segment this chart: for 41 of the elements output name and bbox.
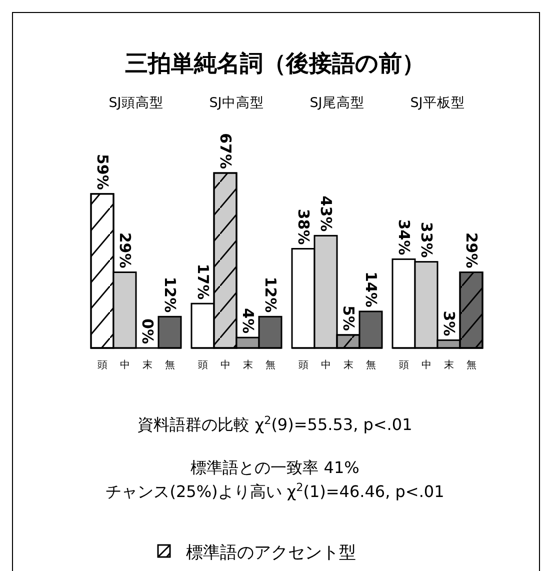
x-tick-label: 無 bbox=[164, 359, 175, 371]
x-tick-label: 末 bbox=[343, 359, 354, 371]
data-label: 29% bbox=[116, 232, 134, 268]
x-tick-label: 末 bbox=[242, 359, 253, 371]
x-tick-label: 末 bbox=[142, 359, 152, 371]
text: 標準語との一致率 41% bbox=[190, 458, 360, 477]
x-tick-label: 中 bbox=[120, 359, 130, 371]
data-label: 12% bbox=[261, 276, 280, 313]
chart-title: SJ中高型 bbox=[209, 95, 264, 111]
data-label: 67% bbox=[216, 133, 234, 169]
data-label: 17% bbox=[194, 264, 212, 300]
x-tick-label: 頭 bbox=[398, 360, 409, 371]
text: 三拍単純名詞（後接語の前） bbox=[125, 51, 425, 77]
data-label: 3% bbox=[440, 310, 458, 336]
x-tick-label: 中 bbox=[421, 359, 432, 371]
text: 資料語群の比較 χ$^{2}$(9)=55.53, p<.01 bbox=[138, 414, 412, 434]
legend: 標準語のアクセント型 bbox=[157, 543, 356, 563]
x-tick-label: 頭 bbox=[198, 360, 208, 371]
x-tick-label: 中 bbox=[320, 359, 331, 371]
data-label: 12% bbox=[160, 276, 179, 313]
data-label: 14% bbox=[362, 272, 380, 308]
data-label: 34% bbox=[394, 219, 413, 256]
text: チャンス(25%)より高い χ$^{2}$(1)=46.46, p<.01 bbox=[106, 480, 444, 501]
data-label: 29% bbox=[462, 232, 480, 268]
data-label: 5% bbox=[339, 305, 358, 331]
data-label: 43% bbox=[316, 196, 335, 232]
data-label: 38% bbox=[294, 208, 312, 245]
data-label: 4% bbox=[238, 308, 257, 334]
data-label: 33% bbox=[417, 222, 436, 258]
x-tick-label: 無 bbox=[366, 359, 376, 371]
data-label: 0% bbox=[138, 318, 156, 344]
x-tick-label: 無 bbox=[265, 359, 276, 371]
chart-title: SJ頭高型 bbox=[108, 95, 164, 111]
chart-title: SJ平板型 bbox=[410, 95, 465, 111]
data-label: 59% bbox=[93, 154, 112, 190]
x-tick-label: 頭 bbox=[97, 360, 108, 371]
x-tick-label: 末 bbox=[444, 359, 454, 371]
x-tick-label: 中 bbox=[220, 359, 230, 371]
chart-title: SJ尾高型 bbox=[310, 95, 364, 111]
x-tick-label: 無 bbox=[466, 359, 476, 371]
x-tick-label: 頭 bbox=[298, 360, 308, 371]
